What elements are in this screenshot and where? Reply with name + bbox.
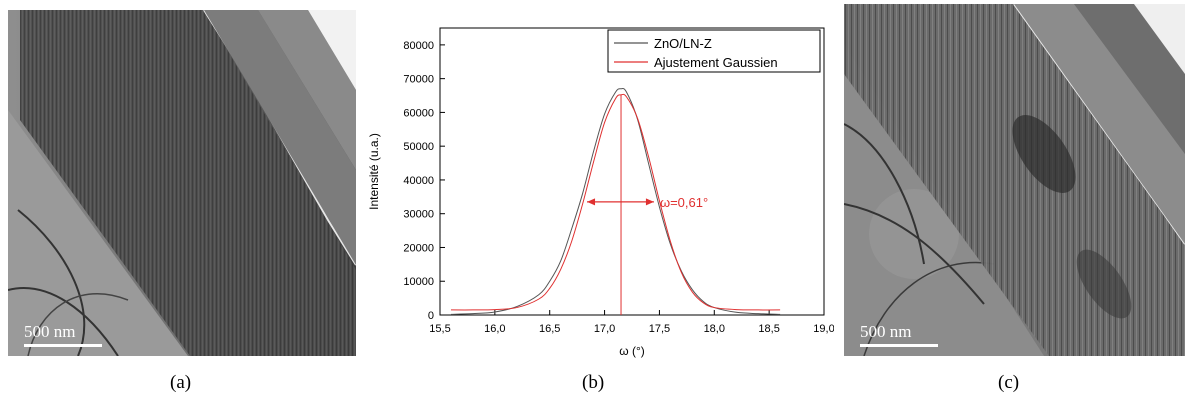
caption-b: (b) [582,372,605,393]
y-tick-label: 20000 [403,242,434,254]
y-tick-label: 10000 [403,276,434,288]
legend-box [607,29,821,73]
y-tick-label: 60000 [403,107,434,119]
x-tick-label: 17,5 [649,323,670,335]
caption-c: (c) [998,372,1020,393]
y-tick-label: 80000 [403,40,434,52]
legend-label-1: Ajustement Gaussien [654,55,778,70]
fwhm-label: ω=0,61° [660,195,708,210]
scalebar-label-c: 500 nm [860,322,912,341]
series-line-0 [450,88,781,315]
chart-series [450,88,781,315]
x-tick-label: 15,5 [429,323,450,335]
x-tick-label: 18,0 [704,323,725,335]
x-tick-label: 18,5 [758,323,779,335]
fwhm-arrowhead-left [587,198,596,206]
caption-a: (a) [170,372,192,393]
tem-image-c: 500 nm [844,4,1185,356]
x-tick-label: 16,5 [539,323,560,335]
y-tick-label: 0 [428,310,434,322]
series-line-1 [450,93,781,311]
rocking-curve-chart: 15,5 16,0 16,5 17,0 17,5 18,0 18,5 19,0 0 10000 20… [367,27,834,358]
fwhm-arrowhead-right [645,198,654,206]
x-axis-label: ω (°) [619,344,645,358]
y-tick-label: 30000 [403,209,434,221]
x-tick-label: 19,0 [813,323,834,335]
chart-annotations: ω=0,61° [587,94,708,315]
y-tick-label: 50000 [403,141,434,153]
y-axis-label: Intensité (u.a.) [367,133,381,210]
chart-legend: ZnO/LN-Z Ajustement Gaussien [607,29,821,73]
scalebar-label-a: 500 nm [24,322,76,341]
legend-label-0: ZnO/LN-Z [654,36,712,51]
plot-frame [439,27,825,316]
chart-axes: 15,5 16,0 16,5 17,0 17,5 18,0 18,5 19,0 0 10000 20… [367,27,834,358]
x-tick-label: 17,0 [594,323,615,335]
scalebar-line-a [24,344,102,347]
x-tick-label: 16,0 [484,323,505,335]
y-tick-label: 70000 [403,74,434,86]
tem-image-a: 500 nm [8,10,356,356]
y-tick-label: 40000 [403,175,434,187]
scalebar-line-c [860,344,938,347]
